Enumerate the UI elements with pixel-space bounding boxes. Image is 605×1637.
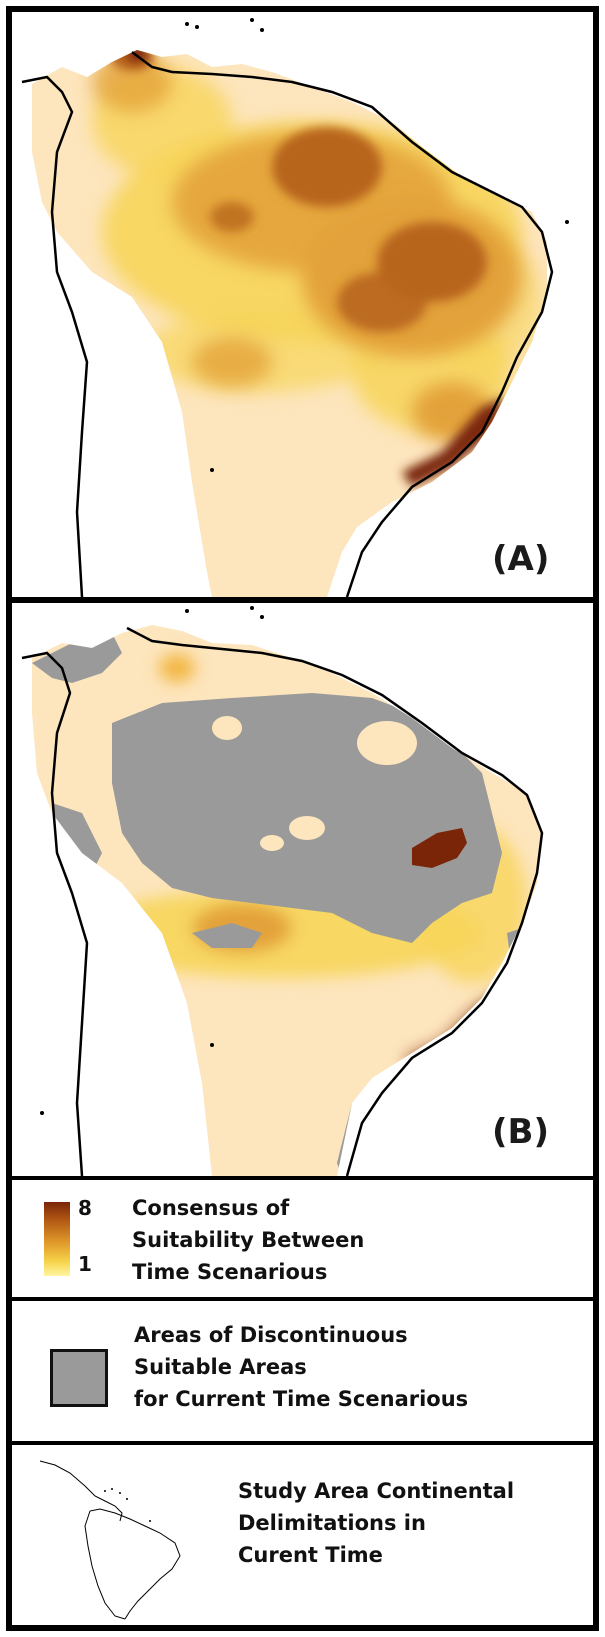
legend-study-area: Study Area Continental Delimitations in … (12, 1445, 593, 1625)
consensus-color-ramp (44, 1202, 70, 1276)
map-panel-a: (A) (12, 12, 593, 597)
panel-divider (12, 597, 593, 603)
ramp-max-label: 8 (78, 1196, 92, 1220)
study-area-line-3: Curent Time (238, 1543, 383, 1567)
discontinuous-title: Areas of Discontinuous Suitable Areas fo… (134, 1319, 468, 1415)
map-panel-b: (B) (12, 603, 593, 1176)
legend-consensus: 8 1 Consensus of Suitability Between Tim… (12, 1180, 593, 1297)
map-b-svg: (B) (21, 606, 549, 1176)
legend-discontinuous: Areas of Discontinuous Suitable Areas fo… (12, 1301, 593, 1441)
caribbean-islands-a (185, 18, 569, 472)
discontinuous-line-2: Suitable Areas (134, 1355, 307, 1379)
coastline-b (21, 626, 544, 1176)
study-area-outline-map (39, 1460, 181, 1620)
high-suitability-zones-a (110, 50, 487, 332)
legend-divider-top (12, 1176, 593, 1180)
discontinuous-line-3: for Current Time Scenarious (134, 1387, 469, 1411)
consensus-line-2: Suitability Between (132, 1228, 365, 1252)
consensus-line-1: Consensus of (132, 1196, 290, 1220)
coastline-a (21, 51, 554, 597)
legend-divider-middle (12, 1297, 593, 1301)
discontinuous-line-1: Areas of Discontinuous (134, 1323, 408, 1347)
map-a-svg: (A) (21, 18, 569, 597)
figure-frame: (A) (6, 6, 599, 1631)
max-suitability-patch-b (412, 828, 467, 868)
caribbean-islands-b (40, 606, 264, 1115)
non-suitable-holes-b (212, 716, 417, 851)
panel-label-a: (A) (492, 539, 549, 579)
panel-label-b: (B) (492, 1112, 549, 1152)
discontinuous-swatch (50, 1349, 108, 1407)
ramp-min-label: 1 (78, 1252, 92, 1276)
study-area-title: Study Area Continental Delimitations in … (238, 1475, 514, 1571)
consensus-title: Consensus of Suitability Between Time Sc… (132, 1192, 364, 1288)
study-area-line-2: Delimitations in (238, 1511, 426, 1535)
legend-divider-bottom (12, 1441, 593, 1445)
consensus-line-3: Time Scenarious (132, 1260, 328, 1284)
study-area-line-1: Study Area Continental (238, 1479, 515, 1503)
